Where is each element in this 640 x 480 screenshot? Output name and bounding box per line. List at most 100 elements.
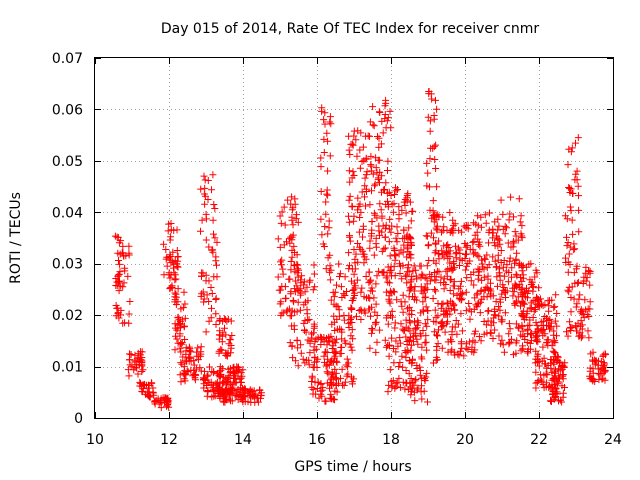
data-point — [450, 260, 457, 268]
data-point — [225, 340, 233, 348]
data-point — [531, 273, 539, 281]
data-point — [306, 349, 314, 357]
data-point — [212, 321, 220, 328]
data-point — [567, 308, 575, 316]
data-point — [505, 320, 513, 328]
data-point — [549, 338, 557, 346]
data-point — [149, 389, 157, 397]
data-point — [553, 332, 560, 340]
data-point — [348, 202, 356, 210]
data-point — [452, 317, 460, 324]
data-point — [221, 395, 229, 403]
data-point — [343, 355, 351, 363]
data-point — [203, 291, 211, 299]
data-point — [480, 273, 488, 281]
data-point — [434, 211, 442, 219]
data-point — [320, 243, 328, 250]
data-point — [452, 242, 459, 250]
data-point — [431, 306, 439, 314]
data-point — [287, 266, 295, 274]
data-point — [499, 281, 507, 289]
data-point — [350, 246, 358, 253]
data-point — [483, 264, 491, 272]
data-point — [534, 377, 542, 384]
data-point — [125, 372, 133, 380]
x-tick-label: 20 — [456, 432, 474, 448]
data-point — [458, 295, 466, 303]
data-point — [142, 390, 149, 398]
data-point — [288, 253, 296, 261]
data-point — [310, 343, 318, 351]
data-point — [177, 340, 185, 347]
data-point — [157, 404, 165, 412]
data-point — [585, 334, 593, 342]
data-point — [167, 226, 175, 234]
data-point — [180, 288, 188, 296]
data-point — [526, 321, 534, 329]
data-point — [327, 332, 335, 340]
data-point — [512, 349, 520, 357]
data-point — [438, 247, 446, 255]
data-point — [575, 206, 583, 214]
data-point — [359, 222, 367, 230]
data-point — [421, 286, 429, 294]
data-point — [346, 237, 354, 245]
data-point — [297, 289, 305, 297]
data-point — [458, 289, 466, 297]
data-point — [413, 324, 421, 332]
y-tick-label: 0.02 — [52, 308, 83, 324]
data-point — [564, 286, 572, 294]
data-point — [596, 370, 604, 377]
data-point — [348, 346, 356, 354]
data-point — [182, 347, 190, 355]
data-point — [237, 393, 245, 401]
data-point — [571, 176, 579, 184]
data-point — [518, 310, 526, 318]
data-point — [205, 298, 213, 305]
data-point — [398, 206, 406, 214]
data-point — [165, 269, 173, 277]
data-point — [337, 350, 345, 357]
data-point — [395, 203, 403, 211]
data-point — [532, 384, 540, 392]
data-point — [201, 367, 208, 375]
data-point — [563, 328, 570, 336]
data-point — [330, 293, 338, 301]
data-point — [174, 324, 182, 332]
data-point — [291, 285, 299, 293]
data-point — [181, 367, 189, 375]
data-point — [405, 336, 413, 344]
data-point — [585, 313, 593, 320]
data-point — [282, 295, 289, 303]
data-point — [346, 178, 354, 186]
data-point — [408, 387, 415, 395]
data-point — [527, 331, 534, 339]
data-point — [177, 305, 185, 313]
data-point — [444, 310, 452, 318]
data-point — [227, 349, 235, 357]
plot-frame — [94, 57, 614, 419]
data-point — [490, 319, 497, 327]
data-point — [289, 221, 297, 229]
data-point — [412, 325, 420, 333]
data-point — [582, 263, 590, 271]
data-point — [521, 293, 529, 301]
data-point — [432, 240, 440, 248]
data-point — [381, 186, 388, 193]
data-point — [477, 213, 485, 221]
data-point — [381, 115, 389, 123]
data-point — [438, 228, 445, 236]
data-point — [309, 329, 317, 337]
data-point — [503, 224, 510, 232]
data-point — [586, 364, 594, 372]
data-point — [528, 336, 535, 344]
data-point — [402, 272, 410, 280]
data-point — [322, 397, 330, 405]
data-point — [214, 385, 222, 393]
data-point — [382, 96, 390, 104]
data-point — [367, 161, 375, 169]
data-point — [580, 314, 588, 322]
data-point — [294, 218, 302, 226]
data-point — [438, 344, 446, 352]
